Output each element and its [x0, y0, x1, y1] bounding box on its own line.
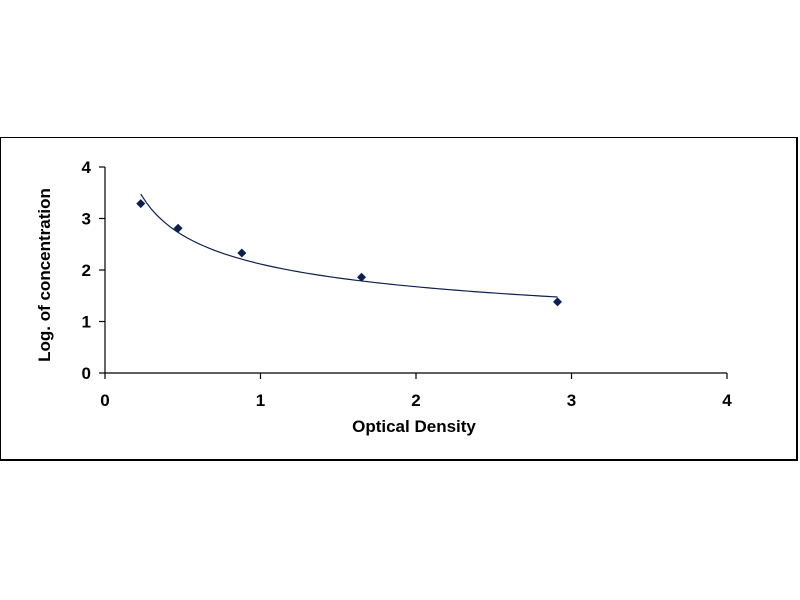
y-tick-label: 4: [82, 158, 92, 177]
axes: [99, 166, 728, 379]
x-tick-label: 4: [722, 391, 732, 410]
y-tick-label: 1: [82, 313, 91, 332]
y-tick-label: 3: [82, 210, 91, 229]
trendline: [140, 193, 558, 298]
data-point: [357, 272, 367, 282]
x-axis-title: Optical Density: [352, 417, 476, 436]
y-tick-label: 2: [82, 261, 91, 280]
y-tick-label: 0: [82, 364, 91, 383]
x-tick-label: 1: [256, 391, 265, 410]
data-point: [136, 199, 146, 209]
data-point: [553, 297, 563, 307]
x-tick-label: 0: [100, 391, 109, 410]
x-tick-label: 3: [567, 391, 576, 410]
x-tick-label: 2: [411, 391, 420, 410]
chart-frame: [0, 137, 798, 461]
data-point: [173, 223, 183, 233]
y-tick-labels: 0 1 2 3 4: [82, 158, 92, 383]
y-axis-title: Log. of concentration: [35, 188, 54, 362]
x-tick-labels: 0 1 2 3 4: [100, 391, 732, 410]
data-point: [237, 248, 247, 258]
data-points: [136, 199, 563, 307]
